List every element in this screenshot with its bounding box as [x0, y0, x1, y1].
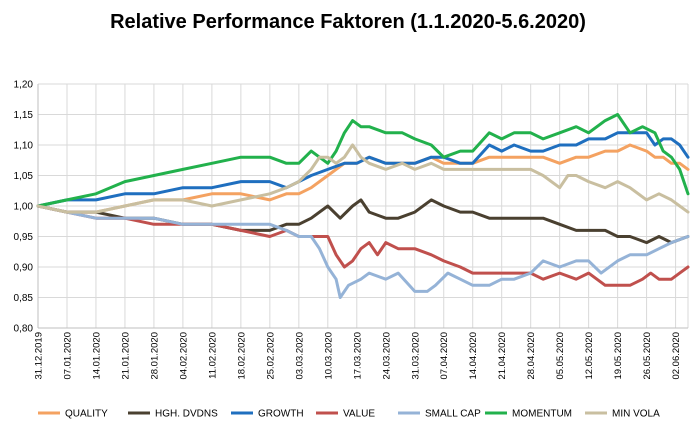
legend-item-value: VALUE [316, 409, 375, 420]
x-tick-label: 21.04.2020 [497, 332, 508, 380]
x-tick-label: 28.01.2020 [149, 332, 160, 380]
x-tick-label: 11.02.2020 [207, 332, 218, 379]
series-lines [36, 113, 690, 299]
x-tick-label: 04.02.2020 [178, 332, 189, 380]
legend-item-quality: QUALITY [38, 409, 108, 420]
x-tick-label: 03.03.2020 [294, 332, 305, 380]
x-tick-label: 19.05.2020 [613, 332, 624, 380]
x-tick-label: 26.05.2020 [642, 332, 653, 380]
x-tick-label: 31.12.2019 [34, 332, 45, 380]
x-tick-label: 07.04.2020 [439, 332, 450, 380]
x-tick-label: 05.05.2020 [555, 332, 566, 380]
series-line-quality [36, 143, 690, 214]
x-tick-label: 14.04.2020 [468, 332, 479, 380]
series-line-growth [36, 131, 690, 208]
x-tick-label: 24.03.2020 [381, 332, 392, 380]
legend-item-min-vola: MIN VOLA [585, 409, 660, 420]
x-tick-label: 21.01.2020 [120, 332, 131, 380]
x-tick-label: 31.03.2020 [410, 332, 421, 380]
y-tick-label: 1,10 [14, 141, 34, 152]
legend-item-small-cap: SMALL CAP [398, 409, 481, 420]
legend-label: MOMENTUM [512, 409, 572, 420]
x-tick-label: 02.06.2020 [671, 332, 682, 380]
chart-title: Relative Performance Faktoren (1.1.2020-… [110, 11, 586, 33]
y-tick-label: 1,05 [14, 171, 34, 182]
legend-label: GROWTH [258, 409, 304, 420]
x-axis: 31.12.2019 07.01.2020 14.01.2020 21.01.2020… [34, 332, 683, 380]
legend-label: SMALL CAP [425, 409, 481, 420]
y-tick-label: 0,90 [14, 263, 34, 274]
legend-label: VALUE [343, 409, 375, 420]
y-tick-label: 1,15 [14, 110, 34, 121]
y-axis: 0,80 0,85 0,90 0,95 1,00 1,05 1,10 1,15 1,20 [14, 80, 34, 335]
y-tick-label: 1,20 [14, 80, 34, 91]
x-tick-label: 07.01.2020 [62, 332, 73, 380]
y-tick-label: 0,80 [14, 324, 34, 335]
x-tick-label: 25.02.2020 [265, 332, 276, 380]
x-tick-label: 18.02.2020 [236, 332, 247, 380]
y-tick-label: 0,95 [14, 232, 34, 243]
legend-item-momentum: MOMENTUM [485, 409, 572, 420]
legend: QUALITY HGH. DVDNS GROWTH VALUE SMALL CAP MOM… [38, 409, 660, 420]
x-tick-label: 12.05.2020 [584, 332, 595, 380]
x-tick-label: 10.03.2020 [323, 332, 334, 380]
y-tick-label: 1,00 [14, 202, 34, 213]
x-tick-label: 14.01.2020 [91, 332, 102, 380]
legend-label: MIN VOLA [612, 409, 660, 420]
series-line-small-cap [36, 204, 690, 299]
y-tick-label: 0,85 [14, 293, 34, 304]
x-tick-label: 28.04.2020 [526, 332, 537, 380]
series-line-value [36, 204, 690, 287]
legend-label: HGH. DVDNS [155, 409, 218, 420]
series-line-min-vola [36, 143, 690, 214]
series-line-momentum [36, 113, 690, 208]
legend-item-growth: GROWTH [231, 409, 304, 420]
x-tick-label: 17.03.2020 [352, 332, 363, 380]
legend-label: QUALITY [65, 409, 108, 420]
legend-item-hgh-dvdns: HGH. DVDNS [128, 409, 218, 420]
